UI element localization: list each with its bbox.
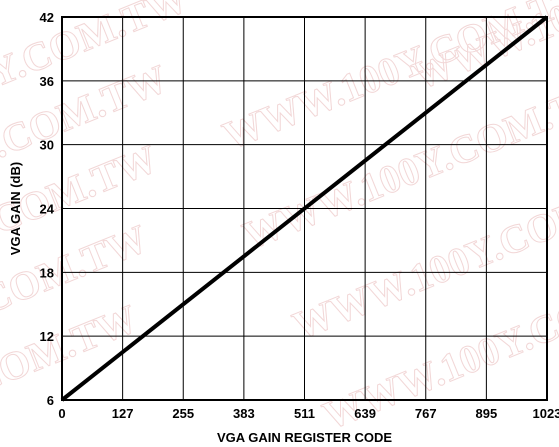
y-tick-label: 12: [40, 329, 54, 344]
x-tick-label: 0: [58, 406, 65, 421]
y-axis-title: VGA GAIN (dB): [8, 162, 23, 255]
x-tick-label: 767: [415, 406, 437, 421]
x-tick-label: 255: [172, 406, 194, 421]
x-tick-label: 639: [354, 406, 376, 421]
x-tick-labels: 0 127 255 383 511 639 767 895 1023: [58, 406, 559, 421]
x-axis-title: VGA GAIN REGISTER CODE: [217, 430, 392, 445]
series-layer: [60, 15, 549, 402]
y-tick-labels: 6 12 18 24 30 36 42: [40, 10, 55, 408]
y-tick-label: 42: [40, 10, 54, 25]
x-tick-label: 127: [112, 406, 134, 421]
y-tick-label: 30: [40, 138, 54, 153]
y-tick-label: 24: [40, 202, 55, 217]
y-tick-label: 18: [40, 265, 54, 280]
y-tick-label: 36: [40, 74, 54, 89]
y-tick-label: 6: [47, 393, 54, 408]
x-tick-label: 1023: [533, 406, 559, 421]
gain-line: [60, 15, 549, 402]
x-tick-label: 383: [233, 406, 255, 421]
plot-frame: [61, 16, 548, 401]
x-tick-label: 511: [294, 406, 315, 421]
x-tick-label: 895: [476, 406, 498, 421]
